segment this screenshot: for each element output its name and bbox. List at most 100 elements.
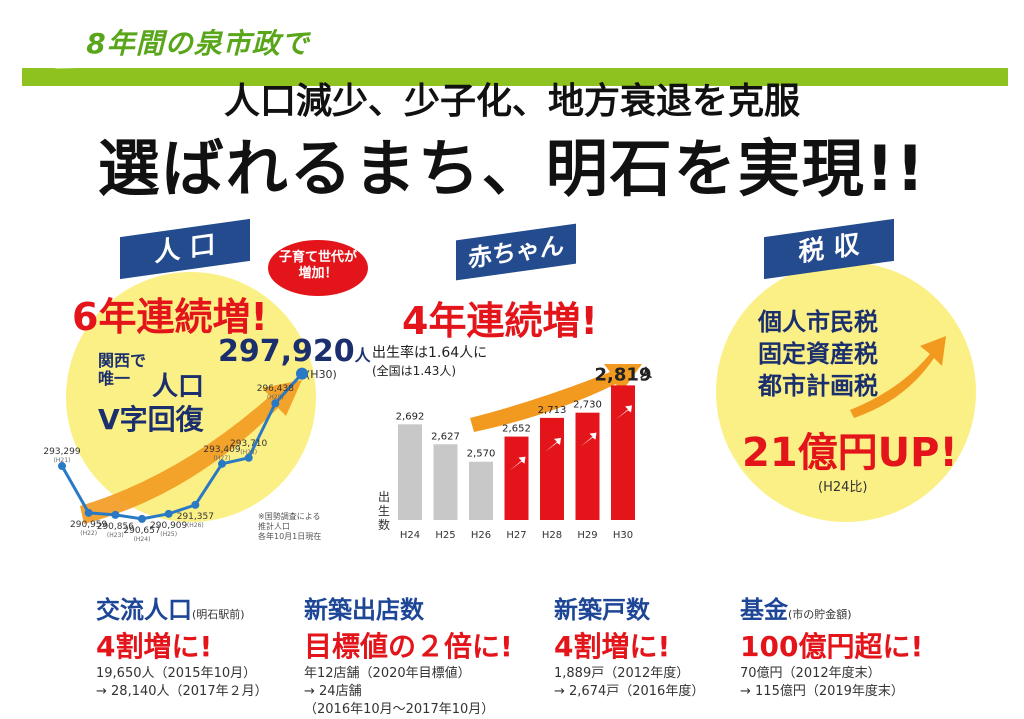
population-value-label-H25: 290,909 [150,521,187,531]
header-green-bar [22,68,1008,86]
birth-bar-H29 [575,412,600,520]
badge-background [55,19,345,69]
population-point-H30 [296,367,308,380]
birth-value-label-H30: 2,819 [595,364,652,385]
tax-line3: 都市計画税 [758,372,878,400]
population-series-line [60,372,304,521]
population-value-label-H22: 290,959 [70,520,107,530]
stat-visitors: 交流人口(明石駅前) 4割増に! 19,650人（2015年10月） → 28,… [96,590,296,701]
population-x-label-H26: (H26) [187,522,204,529]
population-x-label-H27: (H27) [214,455,231,462]
stat-fund: 基金(市の貯金額) 100億円超に! 70億円（2012年度末） → 115億円… [740,590,980,701]
stat-new-houses-note2: → 2,674戸（2016年度） [554,684,705,699]
stat-new-stores-title: 新築出店数 [304,596,424,624]
baby-tag: 赤ちゃん [456,223,576,281]
population-value-label-H21: 293,299 [43,447,80,457]
population-x-label-H29: (H29) [267,394,284,401]
birth-x-label-H28: H28 [542,530,562,541]
stat-new-houses: 新築戸数 4割増に! 1,889戸（2012年度） → 2,674戸（2016年… [554,590,734,701]
birth-value-label-H29: 2,730 [573,400,602,411]
population-point-H22 [84,508,93,517]
stat-visitors-note2: → 28,140人（2017年２月） [96,684,268,699]
kansai-label: 関西で 唯一 [98,352,146,388]
birth-x-label-H30: H30 [613,530,633,541]
tax-line2: 固定資産税 [758,340,878,368]
population-x-label-H24: (H24) [134,536,151,543]
source-line3: 各年10月1日現在 [258,532,322,541]
header-badge: 8年間の泉市政で [48,18,348,70]
baby-y-label: 出生数 [378,490,391,532]
stat-new-stores-big: 目標値の２倍に! [304,630,513,663]
population-point-H26 [191,500,200,509]
birth-x-label-H26: H26 [471,530,491,541]
stat-new-stores: 新築出店数 目標値の２倍に! 年12店舗（2020年目標値） → 24店舗 （2… [304,590,544,719]
bubble-line1: 子育て世代が [278,250,357,265]
source-line2: 推計人口 [258,522,290,531]
birth-value-label-H26: 2,570 [467,449,496,460]
population-point-H23 [111,510,120,519]
stat-new-houses-note1: 1,889戸（2012年度） [554,666,690,681]
birth-value-label-H28: 2,713 [538,405,567,416]
stat-visitors-big: 4割増に! [96,630,213,663]
population-headline: 6年連続増! [72,295,268,339]
birth-bar-arrow-H27 [509,456,526,471]
birth-rate-line1: 出生率は1.64人に [372,345,488,361]
birth-rate-line2: (全国は1.43人) [372,364,457,378]
final-period: (H30) [306,368,337,381]
tax-line1: 個人市民税 [758,308,878,336]
population-point-H28 [244,453,253,462]
population-value-label-H28: 293,710 [230,439,267,449]
kansai-line2: 唯一 [98,369,131,388]
birth-x-label-H29: H29 [577,530,597,541]
bubble-line2: 増加！ [298,266,338,281]
birth-bar-H28 [540,417,564,520]
badge-text: 8年間の泉市政で [86,27,310,60]
final-value: 297,920 [218,334,355,369]
stat-fund-title: 基金(市の貯金額) [740,596,852,624]
population-arrow [80,380,302,524]
stat-visitors-note1: 19,650人（2015年10月） [96,666,257,681]
tax-circle [716,262,976,522]
birth-bar-arrow-H30 [616,405,632,420]
population-value-label-H27: 293,409 [203,445,240,455]
birth-value-label-H25: 2,627 [431,431,460,442]
birth-bar-H25 [433,444,458,520]
population-point-H29 [271,399,280,408]
stat-visitors-title-note: (明石駅前) [192,608,245,621]
stat-new-stores-note3: （2016年10月〜2017年10月） [304,702,495,717]
birth-bar-H24 [398,424,422,520]
kansai-line3: 人口 [152,372,205,402]
population-line-chart: 293,299(H21)290,959(H22)290,856(H23) 290,… [43,367,308,543]
baby-bar-chart: 2,692 H24 2,627 H25 2,570 H26 2,652 H27 2,713 H28… [396,364,652,541]
kansai-line1: 関西で [98,351,147,370]
population-x-label-H22: (H22) [80,530,97,537]
birth-value-label-H27: 2,652 [502,424,531,435]
stat-new-stores-note1: 年12店舗（2020年目標値） [304,666,471,681]
birth-value-label-H24: 2,692 [396,411,425,422]
population-value-label-H23: 290,856 [97,522,134,532]
population-point-H21 [58,462,66,471]
population-source: ※国勢調査による 推計人口 各年10月1日現在 [258,512,321,542]
final-unit: 人 [354,346,371,365]
stat-new-stores-note2: → 24店舗 [304,684,362,699]
stat-new-houses-big: 4割増に! [554,630,671,663]
page-title: 選ばれるまち、明石を実現!! [97,132,927,205]
birth-bar-H27 [504,436,529,520]
population-value-label-H29: 296,438 [257,384,294,394]
tax-arrow [850,336,946,418]
population-x-label-H21: (H21) [54,457,71,464]
source-line1: ※国勢調査による [258,512,321,521]
birth-x-label-H25: H25 [435,530,455,541]
population-tag: 人 口 [120,218,250,280]
population-x-label-H25: (H25) [160,531,177,538]
population-point-H25 [164,509,173,518]
tax-amount: 21億円UP! [742,430,958,476]
population-x-label-H28: (H28) [240,449,257,456]
kansai-line4: V字回復 [98,403,204,436]
birth-bar-arrow-H28 [545,437,561,452]
population-value-label-H26: 291,357 [177,512,214,522]
stat-new-houses-title: 新築戸数 [554,596,650,624]
birth-bar-arrow-H29 [580,432,597,447]
stat-fund-note1: 70億円（2012年度末） [740,666,881,681]
stat-fund-note2: → 115億円（2019年度末） [740,684,904,699]
